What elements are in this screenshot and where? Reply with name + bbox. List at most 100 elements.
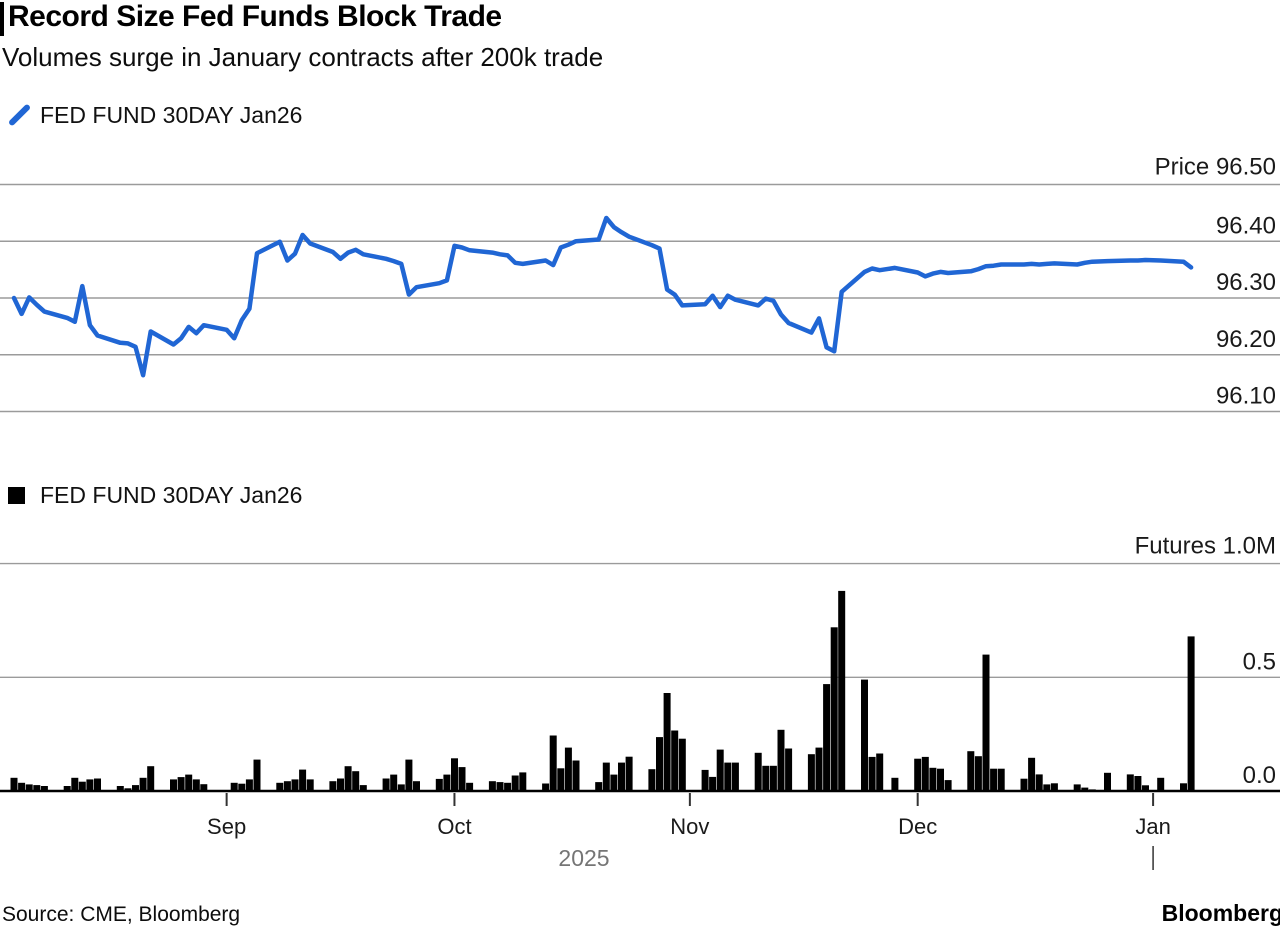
volume-bar (230, 782, 238, 791)
volume-bar (306, 779, 314, 791)
volume-bar (602, 762, 610, 791)
volume-bar (709, 776, 717, 791)
volume-bar (185, 774, 193, 791)
month-tick-label: Jan (1135, 814, 1170, 839)
legend-volume-label: FED FUND 30DAY Jan26 (40, 482, 303, 508)
volume-bar (329, 781, 337, 791)
volume-bar (754, 752, 762, 791)
volume-bar (435, 778, 443, 791)
volume-bar (937, 768, 944, 791)
volume-bar (397, 784, 405, 791)
volume-bar (1081, 787, 1089, 791)
volume-bar (139, 777, 147, 791)
volume-bar (610, 774, 618, 791)
volume-bar (390, 774, 398, 791)
volume-bar (18, 782, 26, 791)
volume-bar (359, 785, 367, 791)
y-tick-label: 96.40 (1216, 212, 1276, 239)
year-label: 2025 (558, 845, 609, 871)
volume-bar (238, 783, 246, 791)
volume-bar (861, 679, 868, 791)
volume-bar (337, 778, 344, 791)
volume-bar (1088, 789, 1096, 791)
volume-bar (413, 781, 420, 791)
volume-bar (997, 768, 1005, 791)
volume-bar (807, 754, 815, 791)
volume-bar (731, 762, 739, 791)
volume-bar (1073, 784, 1081, 791)
month-tick-label: Oct (437, 814, 471, 839)
volume-bar (769, 765, 777, 791)
volume-bar (868, 756, 876, 791)
volume-bar (1157, 777, 1165, 791)
volume-bar (466, 782, 474, 791)
volume-bar (10, 777, 18, 791)
volume-bar (451, 758, 458, 791)
chart-subtitle: Volumes surge in January contracts after… (2, 42, 604, 72)
volume-bar (1043, 784, 1051, 791)
volume-bar (914, 758, 922, 791)
volume-bar (352, 771, 360, 791)
volume-bar (1134, 776, 1142, 791)
volume-bar (785, 748, 793, 791)
volume-bar (291, 779, 299, 791)
volume-bar (25, 784, 33, 791)
volume-bar (823, 684, 831, 791)
volume-bar (71, 777, 79, 791)
volume-bar (1020, 778, 1028, 791)
volume-bar (762, 765, 770, 791)
volume-bar (344, 766, 352, 791)
volume-bar (405, 759, 413, 791)
title-accent-bar (0, 2, 4, 36)
volume-bar (678, 738, 686, 791)
volume-bar (777, 729, 785, 791)
volume-bar (276, 782, 284, 791)
volume-bar (967, 751, 975, 791)
volume-bar (990, 768, 998, 791)
volume-bar (382, 778, 390, 791)
volume-bar (625, 756, 633, 791)
volume-bar (170, 779, 177, 791)
volume-bar (63, 786, 71, 791)
volume-bar (519, 772, 527, 791)
y-tick-label: 96.10 (1216, 383, 1276, 410)
volume-bar (656, 737, 663, 791)
volume-bar (1104, 772, 1111, 791)
volume-bar (982, 654, 990, 791)
volume-bar (542, 783, 550, 791)
volume-bar (116, 786, 124, 791)
volume-bar (724, 762, 732, 791)
bloomberg-logo: Bloomberg (1161, 900, 1280, 926)
volume-bar (1035, 774, 1043, 791)
volume-bar (1050, 783, 1058, 791)
volume-bar (147, 766, 155, 791)
volume-bar (549, 735, 557, 791)
volume-bar (929, 767, 937, 791)
volume-bar (663, 693, 671, 791)
volume-bar (504, 782, 512, 791)
volume-bar (974, 756, 982, 791)
volume-bar (299, 769, 307, 791)
volume-bar (921, 756, 929, 791)
volume-bar (716, 749, 724, 791)
volume-bar (701, 769, 709, 791)
legend-price-label: FED FUND 30DAY Jan26 (40, 102, 303, 128)
volume-bar (815, 747, 823, 791)
volume-bar (511, 775, 519, 791)
price-line-series (11, 215, 1194, 378)
volume-bar (177, 777, 185, 791)
volume-bar (283, 781, 291, 791)
volume-bar (1180, 783, 1187, 791)
volume-bar (33, 785, 41, 791)
volume-bar (200, 784, 208, 791)
volume-bar (1187, 636, 1195, 791)
volume-bar (94, 778, 101, 791)
volume-bar (192, 779, 200, 791)
volume-bar (458, 767, 466, 791)
volume-bar (488, 781, 496, 791)
volume-bar (671, 730, 679, 791)
volume-bar (86, 779, 94, 791)
source-note: Source: CME, Bloomberg (2, 903, 241, 926)
month-tick-label: Dec (898, 814, 937, 839)
